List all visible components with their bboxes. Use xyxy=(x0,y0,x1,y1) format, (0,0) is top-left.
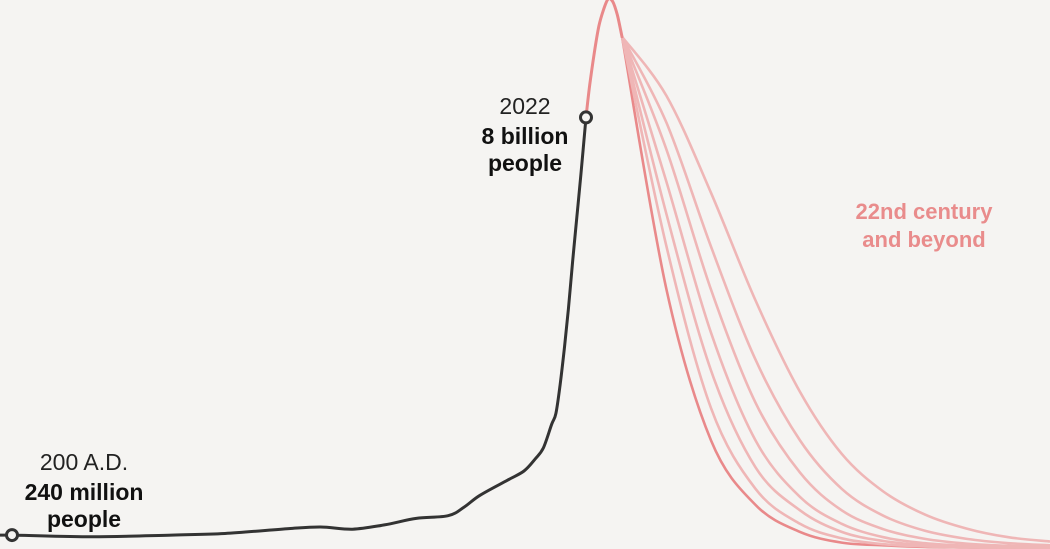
future-label: 22nd century and beyond xyxy=(856,199,994,252)
annotation-2022-value-line2: people xyxy=(488,150,562,176)
annotation-2022-year: 2022 xyxy=(499,93,550,119)
series-line-projection-3 xyxy=(620,35,1050,549)
future-label-line1: 22nd century xyxy=(856,199,994,224)
main-lines xyxy=(0,0,624,539)
annotation-200ad-value-line1: 240 million xyxy=(25,479,144,505)
series-line-history xyxy=(0,115,588,539)
annotation-2022-value-line1: 8 billion xyxy=(482,123,569,149)
annotation-200ad: 200 A.D. 240 million people xyxy=(25,449,144,532)
series-line-peak xyxy=(584,0,624,119)
markers xyxy=(5,110,593,543)
marker-now xyxy=(579,110,593,125)
annotation-200ad-year: 200 A.D. xyxy=(40,449,128,475)
series-line-projection-6 xyxy=(620,35,1050,547)
series-line-projection-5 xyxy=(620,35,1050,549)
projection-lines xyxy=(620,35,1050,549)
series-line-projection-7 xyxy=(620,35,1050,543)
series-line-projection-4 xyxy=(620,35,1050,549)
future-label-line2: and beyond xyxy=(862,227,985,252)
annotation-200ad-value-line2: people xyxy=(47,506,121,532)
marker-start xyxy=(5,528,19,543)
annotation-2022: 2022 8 billion people xyxy=(482,93,569,176)
